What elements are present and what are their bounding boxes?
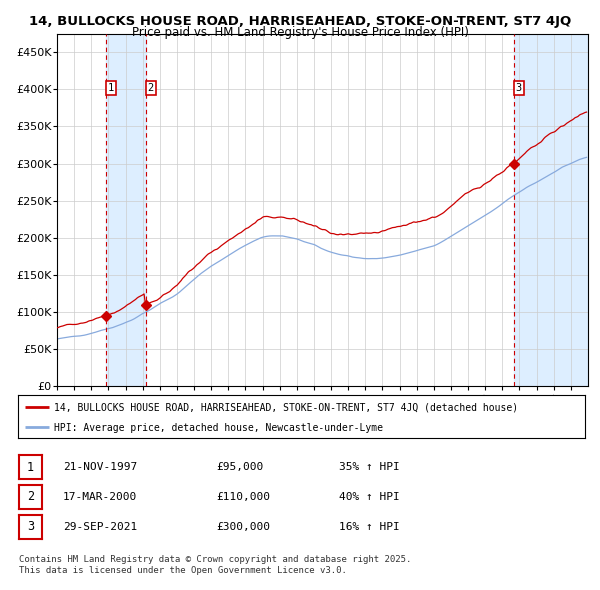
Text: 2: 2: [148, 83, 154, 93]
Bar: [106, 34, 146, 386]
Text: Contains HM Land Registry data © Crown copyright and database right 2025.
This d: Contains HM Land Registry data © Crown c…: [19, 555, 412, 575]
Text: 14, BULLOCKS HOUSE ROAD, HARRISEAHEAD, STOKE-ON-TRENT, ST7 4JQ (detached house): 14, BULLOCKS HOUSE ROAD, HARRISEAHEAD, S…: [54, 402, 518, 412]
Text: HPI: Average price, detached house, Newcastle-under-Lyme: HPI: Average price, detached house, Newc…: [54, 422, 383, 432]
Text: 29-SEP-2021: 29-SEP-2021: [63, 522, 137, 532]
Text: £110,000: £110,000: [216, 492, 270, 502]
Text: 1: 1: [107, 83, 114, 93]
Text: 14, BULLOCKS HOUSE ROAD, HARRISEAHEAD, STOKE-ON-TRENT, ST7 4JQ: 14, BULLOCKS HOUSE ROAD, HARRISEAHEAD, S…: [29, 15, 571, 28]
Text: 17-MAR-2000: 17-MAR-2000: [63, 492, 137, 502]
Text: £95,000: £95,000: [216, 463, 263, 472]
Text: Price paid vs. HM Land Registry's House Price Index (HPI): Price paid vs. HM Land Registry's House …: [131, 26, 469, 39]
Text: 3: 3: [27, 520, 34, 533]
Text: 1: 1: [27, 461, 34, 474]
Bar: [514, 34, 588, 386]
Text: 21-NOV-1997: 21-NOV-1997: [63, 463, 137, 472]
Text: 16% ↑ HPI: 16% ↑ HPI: [339, 522, 400, 532]
Text: 3: 3: [516, 83, 522, 93]
Text: 2: 2: [27, 490, 34, 503]
Text: £300,000: £300,000: [216, 522, 270, 532]
Text: 40% ↑ HPI: 40% ↑ HPI: [339, 492, 400, 502]
Text: 35% ↑ HPI: 35% ↑ HPI: [339, 463, 400, 472]
